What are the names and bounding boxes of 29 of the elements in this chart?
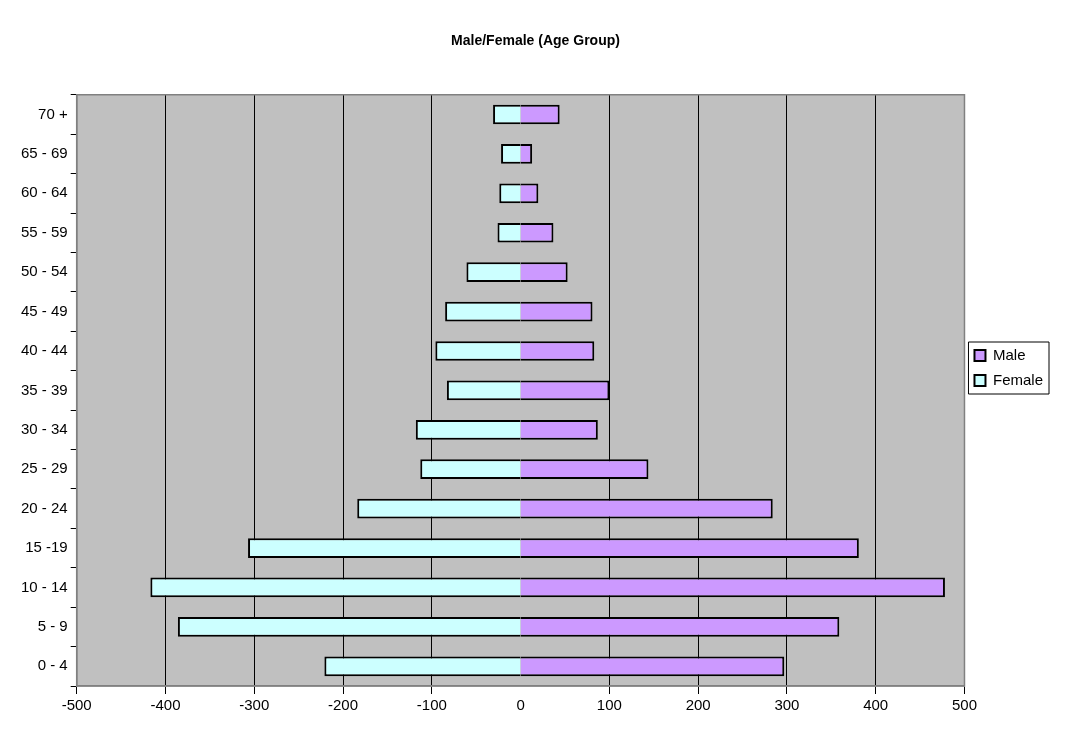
y-tick-label: 60 - 64 (21, 183, 68, 201)
legend-label: Female (992, 370, 1044, 388)
y-tick-label: 5 - 9 (37, 617, 68, 635)
x-tick-label: -300 (239, 696, 270, 714)
x-tick-label: -100 (416, 696, 447, 714)
y-tick-label: 50 - 54 (21, 262, 68, 280)
y-tick-label: 40 - 44 (21, 341, 68, 359)
y-tick-label: 15 -19 (25, 538, 68, 556)
x-tick-label: 500 (951, 696, 977, 714)
x-tick-label: -200 (328, 696, 359, 714)
x-tick-label: 400 (863, 696, 889, 714)
y-tick-label: 65 - 69 (21, 144, 68, 162)
legend-label: Male (992, 345, 1026, 363)
x-tick-label: 0 (516, 696, 525, 714)
y-tick-label: 30 - 34 (21, 419, 68, 437)
y-tick-label: 20 - 24 (21, 498, 68, 516)
y-tick-label: 25 - 29 (21, 459, 68, 477)
y-tick-label: 35 - 39 (21, 380, 68, 398)
y-tick-label: 45 - 49 (21, 301, 68, 319)
y-tick-label: 55 - 59 (21, 222, 68, 240)
y-tick-label: 0 - 4 (37, 656, 68, 674)
x-tick-label: -500 (61, 696, 92, 714)
y-tick-label: 70 + (38, 104, 68, 122)
x-tick-label: 100 (596, 696, 622, 714)
x-tick-label: -400 (150, 696, 181, 714)
y-tick-label: 10 - 14 (21, 577, 68, 595)
x-tick-label: 200 (685, 696, 711, 714)
chart-title: Male/Female (Age Group) (451, 32, 620, 49)
x-tick-label: 300 (774, 696, 800, 714)
